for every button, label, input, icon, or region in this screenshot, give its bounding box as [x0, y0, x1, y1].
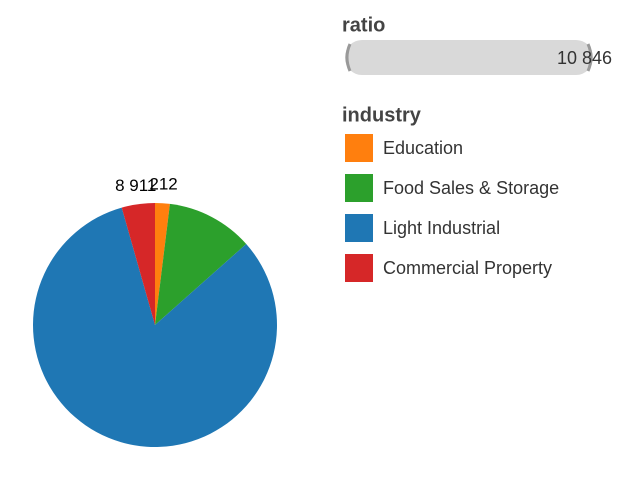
legend-swatch	[345, 254, 373, 282]
pie-slice	[121, 203, 155, 325]
slider[interactable]: 10 846	[345, 40, 612, 75]
legend-swatch	[345, 174, 373, 202]
data-label: 212	[149, 175, 177, 194]
pie-slice	[155, 203, 170, 325]
legend-label: Light Industrial	[383, 218, 500, 238]
legend-swatch	[345, 134, 373, 162]
legend-label: Education	[383, 138, 463, 158]
slider-handle[interactable]	[586, 43, 593, 72]
pie-slice	[33, 207, 278, 447]
slider-handle[interactable]	[345, 43, 352, 72]
data-label: 8 911	[115, 176, 156, 195]
pie-slice	[155, 203, 247, 325]
slider-title: ratio	[342, 14, 385, 36]
slider-value: 10 846	[557, 48, 612, 68]
slider-track[interactable]	[345, 40, 593, 75]
legend-label: Commercial Property	[383, 258, 552, 278]
legend-label: Food Sales & Storage	[383, 178, 559, 198]
legend-title: industry	[342, 104, 422, 126]
legend-swatch	[345, 214, 373, 242]
